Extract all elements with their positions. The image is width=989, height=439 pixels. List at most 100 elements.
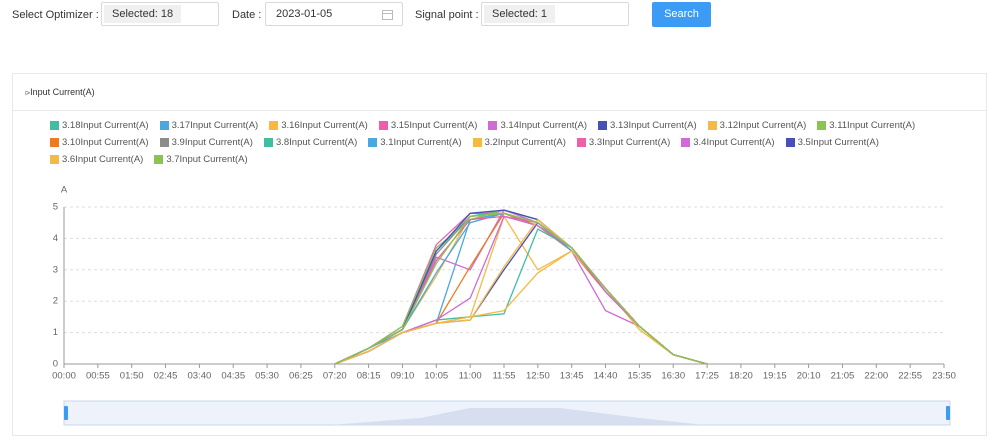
legend-label: 3.6Input Current(A) <box>62 154 144 165</box>
legend-swatch <box>378 121 388 130</box>
legend-swatch <box>707 121 717 130</box>
series-line <box>334 209 708 365</box>
x-tick-label: 04:35 <box>221 371 245 382</box>
legend-swatch <box>681 138 691 147</box>
x-tick-label: 15:35 <box>627 371 651 382</box>
legend-item[interactable]: 3.11Input Current(A) <box>817 119 915 132</box>
x-tick-label: 00:00 <box>52 371 76 382</box>
legend-swatch <box>159 138 169 147</box>
x-tick-label: 16:30 <box>661 371 685 382</box>
y-axis-label: A <box>61 185 68 196</box>
legend-swatch <box>368 138 378 147</box>
y-tick-label: 2 <box>53 296 58 307</box>
legend-item[interactable]: 3.10Input Current(A) <box>50 136 149 149</box>
legend-label: 3.13Input Current(A) <box>610 120 697 131</box>
x-tick-label: 22:55 <box>898 371 922 382</box>
legend-label: 3.14Input Current(A) <box>500 120 588 131</box>
date-input[interactable]: 2023-01-05 <box>265 2 403 26</box>
x-tick-label: 08:15 <box>357 371 381 382</box>
series-line <box>334 212 708 365</box>
legend-label: 3.10Input Current(A) <box>62 137 149 148</box>
y-tick-label: 1 <box>53 327 58 338</box>
x-tick-label: 23:50 <box>932 371 956 382</box>
x-tick-label: 11:55 <box>492 371 515 382</box>
x-tick-label: 03:40 <box>187 371 211 382</box>
signal-select[interactable]: Selected: 1 <box>481 2 629 26</box>
legend-item[interactable]: 3.2Input Current(A) <box>472 136 566 149</box>
x-tick-label: 21:05 <box>831 371 855 382</box>
series-line <box>334 250 708 365</box>
panel-header: ⪧Input Current(A) <box>13 74 986 111</box>
legend-label: 3.15Input Current(A) <box>390 120 478 131</box>
legend-item[interactable]: 3.18Input Current(A) <box>50 119 149 132</box>
legend-item[interactable]: 3.13Input Current(A) <box>598 119 697 132</box>
legend-item[interactable]: 3.6Input Current(A) <box>50 153 143 166</box>
signal-tag: Selected: 1 <box>484 5 556 23</box>
legend-label: 3.18Input Current(A) <box>62 120 149 131</box>
series-line <box>334 209 708 365</box>
chart-panel: ⪧Input Current(A) <box>12 73 987 436</box>
legend-item[interactable]: 3.15Input Current(A) <box>378 119 478 132</box>
legend-item[interactable]: 3.12Input Current(A) <box>707 119 806 132</box>
x-tick-label: 11:00 <box>459 371 482 382</box>
slider-handle-right[interactable] <box>946 406 950 420</box>
legend: 3.18Input Current(A) 3.17Input Current(A)… <box>50 119 940 166</box>
calendar-icon <box>382 10 393 20</box>
legend-item[interactable]: 3.1Input Current(A) <box>368 136 462 149</box>
legend-swatch <box>263 138 273 147</box>
chart-icon: ⪧ <box>25 87 31 97</box>
legend-item[interactable]: 3.7Input Current(A) <box>154 153 248 166</box>
series-line <box>334 212 708 365</box>
optimizer-tag: Selected: 18 <box>104 5 182 23</box>
series-line <box>334 212 708 365</box>
y-tick-label: 0 <box>53 359 58 370</box>
legend-label: 3.1Input Current(A) <box>380 137 462 148</box>
x-tick-label: 05:30 <box>255 371 279 382</box>
x-tick-label: 22:00 <box>864 371 888 382</box>
x-tick-label: 19:15 <box>763 371 787 382</box>
legend-swatch <box>269 121 279 130</box>
y-tick-label: 4 <box>53 233 58 244</box>
slider-handle-left[interactable] <box>64 406 68 420</box>
x-tick-label: 02:45 <box>154 371 178 382</box>
legend-swatch <box>817 121 827 130</box>
legend-label: 3.3Input Current(A) <box>588 137 671 148</box>
legend-label: 3.2Input Current(A) <box>484 137 566 148</box>
series-line <box>334 212 708 365</box>
optimizer-select[interactable]: Selected: 18 <box>101 2 219 26</box>
legend-label: 3.17Input Current(A) <box>171 120 259 131</box>
x-tick-label: 20:10 <box>797 371 821 382</box>
legend-item[interactable]: 3.17Input Current(A) <box>159 119 259 132</box>
x-tick-label: 12:50 <box>526 371 550 382</box>
x-tick-label: 14:40 <box>594 371 618 382</box>
legend-item[interactable]: 3.3Input Current(A) <box>576 136 671 149</box>
series-line <box>334 212 708 365</box>
legend-swatch <box>598 121 608 130</box>
x-tick-label: 07:20 <box>323 371 347 382</box>
search-button[interactable]: Search <box>652 2 711 27</box>
legend-swatch <box>159 121 169 130</box>
x-tick-label: 17:25 <box>695 371 719 382</box>
legend-label: 3.8Input Current(A) <box>275 137 358 148</box>
y-tick-label: 3 <box>53 264 58 275</box>
legend-label: 3.7Input Current(A) <box>166 154 248 165</box>
legend-swatch <box>50 121 59 130</box>
legend-swatch <box>50 138 59 147</box>
slider-preview <box>330 408 705 425</box>
legend-item[interactable]: 3.14Input Current(A) <box>488 119 587 132</box>
legend-swatch <box>50 155 59 164</box>
legend-item[interactable]: 3.16Input Current(A) <box>269 119 368 132</box>
legend-item[interactable]: 3.9Input Current(A) <box>159 136 253 149</box>
series-line <box>334 228 708 365</box>
x-tick-label: 10:05 <box>424 371 448 382</box>
legend-item[interactable]: 3.5Input Current(A) <box>785 136 879 149</box>
legend-label: 3.5Input Current(A) <box>797 137 879 148</box>
y-tick-label: 5 <box>53 202 58 213</box>
legend-item[interactable]: 3.8Input Current(A) <box>263 136 358 149</box>
legend-swatch <box>785 138 795 147</box>
legend-item[interactable]: 3.4Input Current(A) <box>681 136 775 149</box>
x-tick-label: 06:25 <box>289 371 313 382</box>
x-tick-label: 01:50 <box>120 371 144 382</box>
